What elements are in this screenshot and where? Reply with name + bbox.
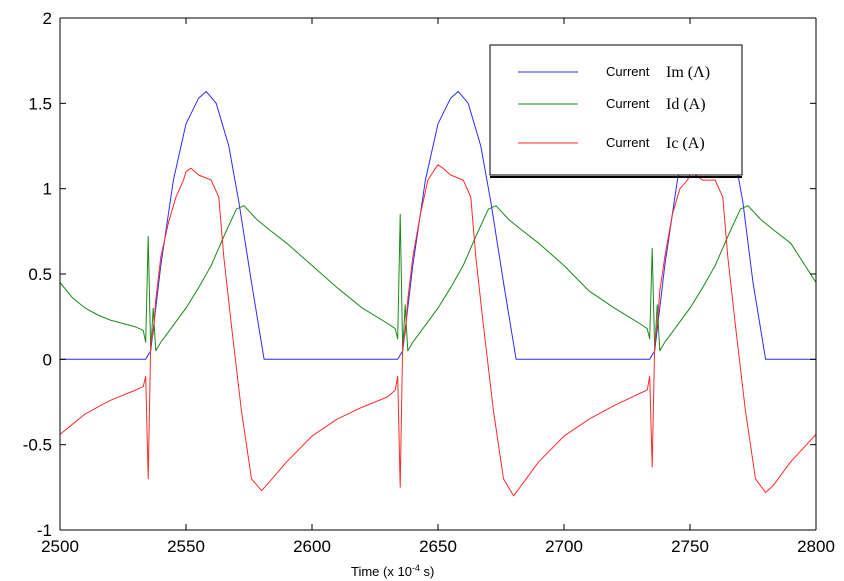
legend-box — [489, 44, 743, 176]
y-tick-label: -0.5 — [23, 436, 52, 455]
legend-label-symbol: Im (Λ) — [666, 64, 710, 81]
legend: Current Im (Λ) Current Id (A) Current Ic (A) — [489, 44, 743, 178]
x-axis-label: Time (x 10-4 s) — [351, 563, 434, 579]
x-tick-label: 2550 — [167, 537, 205, 556]
y-tick-label: 0.5 — [28, 265, 52, 284]
legend-label-symbol: Ic (A) — [666, 135, 705, 152]
y-tick-label: 0 — [43, 350, 52, 369]
x-tick-label: 2500 — [41, 537, 79, 556]
y-tick-label: -1 — [37, 521, 52, 540]
ticks-layer: 2500 2550 2600 2650 2700 2750 2800 -1 -0.5 0 0.5 1 1… — [23, 9, 835, 556]
legend-label-prefix: Current — [606, 96, 650, 111]
legend-label-prefix: Current — [606, 64, 650, 79]
x-tick-label: 2750 — [671, 537, 709, 556]
legend-label-symbol: Id (A) — [666, 96, 706, 113]
y-tick-label: 1 — [43, 180, 52, 199]
legend-label-prefix: Current — [606, 135, 650, 150]
series-line-3 — [59, 164, 817, 497]
x-tick-label: 2650 — [419, 537, 457, 556]
x-tick-label: 2600 — [293, 537, 331, 556]
x-tick-label: 2700 — [545, 537, 583, 556]
x-tick-label: 2800 — [797, 537, 835, 556]
series-line-2 — [59, 205, 817, 352]
y-tick-label: 1.5 — [28, 94, 52, 113]
y-tick-label: 2 — [43, 9, 52, 28]
